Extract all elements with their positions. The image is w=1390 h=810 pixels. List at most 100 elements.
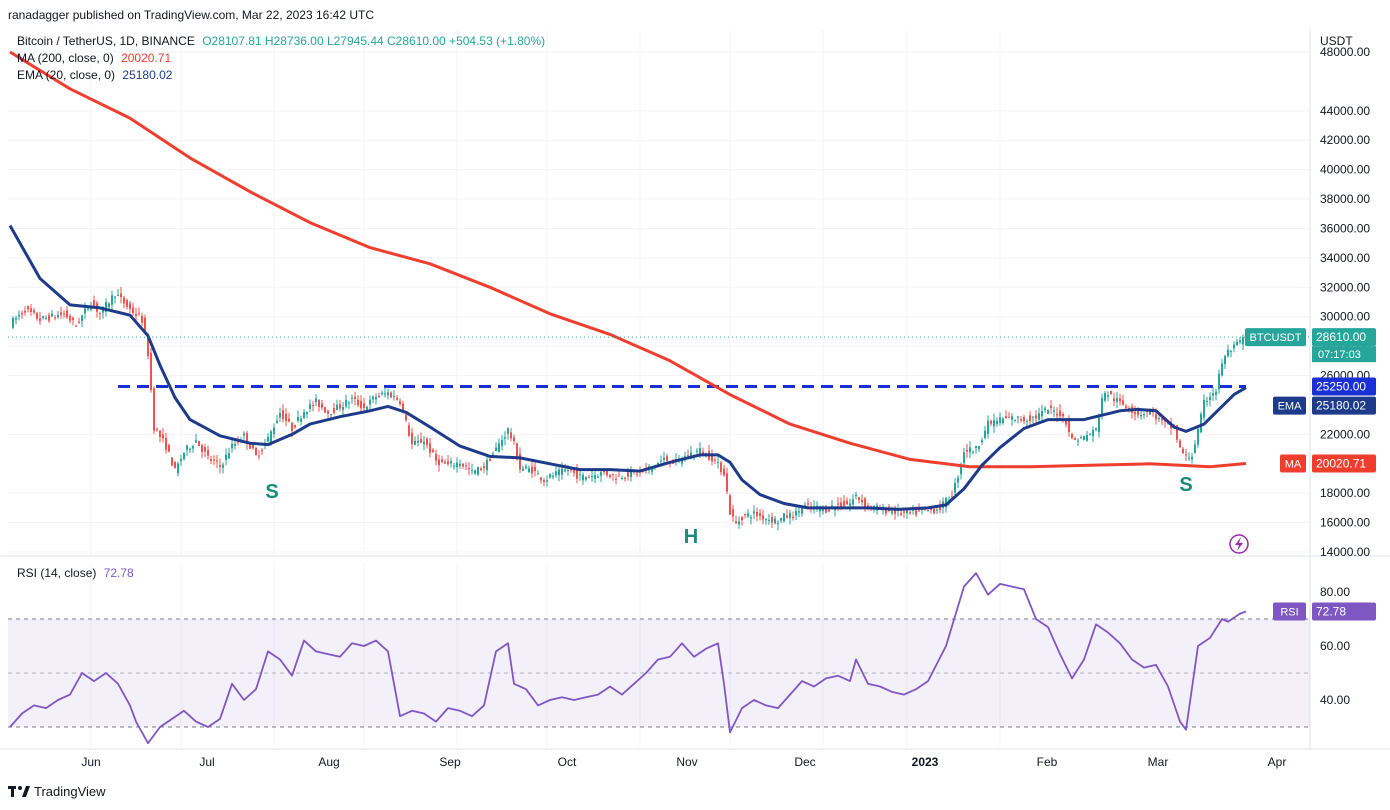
candle-body [498,443,500,452]
candle-body [795,510,797,516]
candle-body [1203,400,1205,418]
candle-body [564,469,566,472]
ema-legend[interactable]: EMA (20, close, 0) 25180.02 [17,68,172,82]
candle-body [159,430,161,438]
candle-body [927,510,929,512]
ema-value: 25180.02 [1316,399,1366,413]
symbol-title[interactable]: Bitcoin / TetherUS, 1D, BINANCE [17,34,195,48]
candle-body [591,476,593,478]
price-tick-label: 44000.00 [1320,104,1370,118]
candle-body [1155,414,1157,420]
last-price-tag-label: BTCUSDT [1250,332,1302,344]
candle-body [765,519,767,521]
candle-body [777,523,779,525]
ma-legend[interactable]: MA (200, close, 0) 20020.71 [17,51,171,65]
candle-body [75,325,77,327]
tradingview-logo-icon [8,785,30,797]
candle-body [342,406,344,410]
candle-body [204,447,206,452]
candle-body [636,473,638,475]
candle-body [1023,417,1025,422]
candle-body [228,453,230,459]
candle-body [294,425,296,428]
candle-body [1089,434,1091,436]
candle-body [699,448,701,456]
time-tick-label: 2023 [912,755,939,769]
candle-body [735,521,737,524]
candle-body [744,514,746,516]
candle-body [558,469,560,476]
ma-legend-label: MA (200, close, 0) [17,51,114,65]
candle-body [1134,412,1136,415]
candle-body [54,317,56,319]
candle-body [114,296,116,298]
candle-body [450,461,452,464]
candle-body [333,408,335,413]
candle-body [1005,416,1007,419]
candle-body [57,315,59,318]
candle-body [1209,396,1211,400]
candle-body [534,466,536,471]
candle-body [1011,416,1013,420]
ma-line [9,50,1247,469]
candle-body [915,510,917,515]
candle-body [141,316,143,323]
candle-body [279,412,281,418]
candle-body [150,353,152,391]
candle-body [1092,429,1094,437]
candle-body [372,396,374,400]
tradingview-logo[interactable]: TradingView [8,784,106,799]
candle-body [438,459,440,466]
candle-body [444,462,446,464]
candle-body [663,457,665,460]
candle-body [1161,418,1163,421]
candle-body [528,468,530,473]
candle-body [801,506,803,514]
candle-body [540,477,542,481]
candle-body [1032,416,1034,418]
candle-body [798,511,800,513]
candle-body [15,317,17,320]
candle-body [1002,418,1004,424]
support-level-value: 25250.00 [1316,380,1366,394]
candle-body [960,464,962,474]
candle-body [300,418,302,422]
candle-body [426,438,428,446]
rsi-legend[interactable]: RSI (14, close) 72.78 [17,566,134,580]
candle-body [861,499,863,503]
price-tick-label: 38000.00 [1320,192,1370,206]
time-tick-label: Aug [318,755,339,769]
candle-body [612,473,614,475]
candle-body [1191,456,1193,460]
candle-body [411,432,413,445]
candle-body [555,471,557,476]
candle-body [1047,409,1049,415]
candle-body [246,433,248,444]
candle-body [819,508,821,512]
candle-body [285,413,287,421]
rsi-current-tag-bg [1273,602,1306,621]
candle-body [72,317,74,320]
candle-body [990,420,992,424]
candle-body [21,312,23,315]
candle-body [288,418,290,422]
rsi-legend-value: 72.78 [103,566,134,580]
candle-body [726,473,728,492]
candle-body [1149,410,1151,415]
candle-body [45,318,47,320]
candle-body [66,310,68,318]
support-level-value-bg [1312,377,1376,396]
rsi-current-value-bg [1312,602,1376,621]
candle-body [165,437,167,450]
candle-body [981,440,983,443]
candle-body [975,445,977,449]
candle-body [192,446,194,449]
candle-body [1239,340,1241,343]
candle-body [954,482,956,493]
candle-body [276,420,278,424]
candle-body [48,315,50,321]
last-price-value: 28610.00 [1316,330,1366,344]
candle-body [459,463,461,467]
tradingview-brand: TradingView [34,784,106,799]
